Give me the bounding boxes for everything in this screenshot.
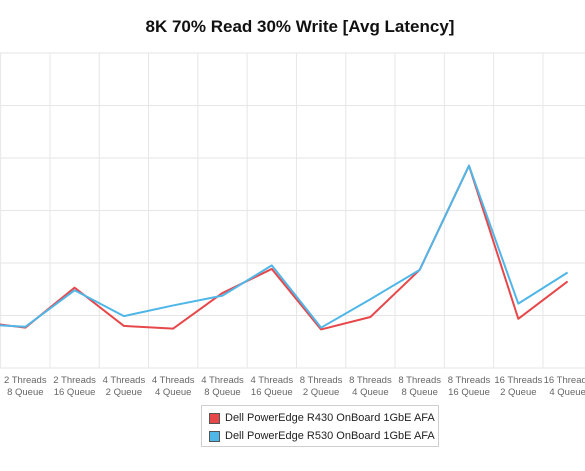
legend-label-r530: Dell PowerEdge R530 OnBoard 1GbE AFA — [225, 430, 435, 442]
x-tick-label: 2 Threads — [53, 375, 96, 386]
legend: Dell PowerEdge R430 OnBoard 1GbE AFA Del… — [201, 405, 439, 447]
chart-title: 8K 70% Read 30% Write [Avg Latency] — [145, 17, 455, 36]
series-line-r530 — [0, 164, 569, 329]
series-line-r430 — [0, 164, 569, 331]
x-tick-label: 16 Threads — [494, 375, 542, 386]
x-tick-label: 2 Queue — [500, 387, 536, 398]
x-tick-label: 8 Queue — [204, 387, 240, 398]
x-tick-label: 4 Queue — [549, 387, 585, 398]
legend-item-r430[interactable]: Dell PowerEdge R430 OnBoard 1GbE AFA — [209, 411, 435, 425]
x-tick-label: 4 Threads — [103, 375, 146, 386]
legend-swatch-r430 — [209, 412, 220, 424]
x-tick-label: 2 Queue — [303, 387, 339, 398]
x-tick-label: 8 Threads — [448, 375, 491, 386]
x-tick-label: 4 Threads — [201, 375, 244, 386]
x-tick-label: 16 Queue — [54, 387, 96, 398]
x-tick-label: 16 Queue — [251, 387, 293, 398]
x-tick-label: 8 Queue — [7, 387, 43, 398]
legend-item-r530[interactable]: Dell PowerEdge R530 OnBoard 1GbE AFA — [209, 429, 435, 443]
legend-swatch-r530 — [209, 430, 220, 442]
x-tick-label: 4 Threads — [250, 375, 293, 386]
x-tick-label: 2 Threads — [4, 375, 47, 386]
x-tick-label: 8 Threads — [398, 375, 441, 386]
x-tick-label: 16 Threads — [544, 375, 585, 386]
x-tick-label: 8 Queue — [401, 387, 437, 398]
x-tick-label: 8 Threads — [349, 375, 392, 386]
series-layer — [0, 164, 569, 331]
legend-label-r430: Dell PowerEdge R430 OnBoard 1GbE AFA — [225, 412, 435, 424]
x-tick-label: 8 Threads — [300, 375, 343, 386]
x-tick-label: 2 Queue — [106, 387, 142, 398]
x-tick-label: 4 Threads — [152, 375, 195, 386]
x-tick-label: 4 Queue — [352, 387, 388, 398]
x-tick-label: 16 Queue — [448, 387, 490, 398]
grid-lines — [0, 52, 585, 369]
x-tick-label: 4 Queue — [155, 387, 191, 398]
